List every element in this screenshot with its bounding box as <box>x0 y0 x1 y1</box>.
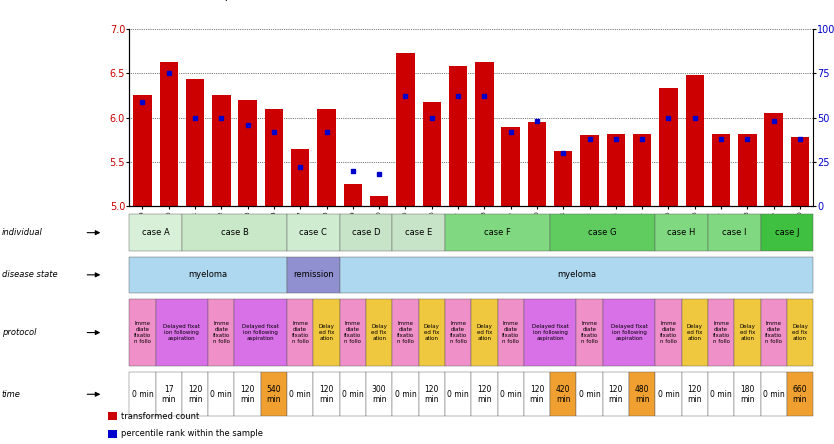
Bar <box>528 122 546 206</box>
Bar <box>370 196 389 206</box>
Text: 120
min: 120 min <box>188 385 203 404</box>
Text: Delayed fixat
ion following
aspiration: Delayed fixat ion following aspiration <box>243 324 279 341</box>
Text: 0 min: 0 min <box>394 390 416 399</box>
Text: Delayed fixat
ion following
aspiration: Delayed fixat ion following aspiration <box>163 324 200 341</box>
Text: Imme
diate
fixatio
n follo: Imme diate fixatio n follo <box>344 321 361 344</box>
Text: 120
min: 120 min <box>240 385 255 404</box>
Text: transformed count: transformed count <box>121 412 199 420</box>
Text: remission: remission <box>293 270 334 279</box>
Text: Delay
ed fix
ation: Delay ed fix ation <box>687 324 703 341</box>
Bar <box>554 151 572 206</box>
Text: Delay
ed fix
ation: Delay ed fix ation <box>740 324 756 341</box>
Bar <box>344 184 362 206</box>
Text: 0 min: 0 min <box>657 390 680 399</box>
Bar <box>501 127 520 206</box>
Text: 0 min: 0 min <box>447 390 469 399</box>
Text: 120
min: 120 min <box>477 385 491 404</box>
Text: Imme
diate
fixatio
n follo: Imme diate fixatio n follo <box>450 321 467 344</box>
Text: 420
min: 420 min <box>556 385 570 404</box>
Bar <box>212 95 230 206</box>
Text: 300
min: 300 min <box>372 385 386 404</box>
Text: case F: case F <box>484 228 511 237</box>
Text: Delay
ed fix
ation: Delay ed fix ation <box>371 324 387 341</box>
Bar <box>791 137 809 206</box>
Text: 180
min: 180 min <box>740 385 755 404</box>
Text: 0 min: 0 min <box>289 390 311 399</box>
Bar <box>475 62 494 206</box>
Text: Imme
diate
fixatio
n follo: Imme diate fixatio n follo <box>292 321 309 344</box>
Text: Delayed fixat
ion following
aspiration: Delayed fixat ion following aspiration <box>610 324 647 341</box>
Bar <box>449 66 467 206</box>
Bar <box>633 134 651 206</box>
Bar <box>606 134 626 206</box>
Text: Delay
ed fix
ation: Delay ed fix ation <box>319 324 334 341</box>
Text: 120
min: 120 min <box>319 385 334 404</box>
Text: protocol: protocol <box>2 328 36 337</box>
Text: GDS4007 / 7911854: GDS4007 / 7911854 <box>171 0 286 2</box>
Text: 120
min: 120 min <box>425 385 439 404</box>
Bar <box>659 88 678 206</box>
Text: 120
min: 120 min <box>687 385 702 404</box>
Text: 0 min: 0 min <box>579 390 600 399</box>
Text: Imme
diate
fixatio
n follo: Imme diate fixatio n follo <box>397 321 414 344</box>
Text: 0 min: 0 min <box>711 390 732 399</box>
Text: Delay
ed fix
ation: Delay ed fix ation <box>476 324 492 341</box>
Text: 17
min: 17 min <box>162 385 176 404</box>
Bar <box>133 95 152 206</box>
Bar <box>239 100 257 206</box>
Text: case E: case E <box>405 228 432 237</box>
Text: Imme
diate
fixatio
n follo: Imme diate fixatio n follo <box>581 321 598 344</box>
Text: myeloma: myeloma <box>557 270 596 279</box>
Text: Delay
ed fix
ation: Delay ed fix ation <box>792 324 808 341</box>
Bar <box>317 109 336 206</box>
Text: case G: case G <box>589 228 617 237</box>
Text: 0 min: 0 min <box>132 390 153 399</box>
Text: individual: individual <box>2 228 43 237</box>
Bar <box>686 75 704 206</box>
Bar <box>396 53 414 206</box>
Text: case D: case D <box>352 228 380 237</box>
Text: 0 min: 0 min <box>210 390 232 399</box>
Text: percentile rank within the sample: percentile rank within the sample <box>121 429 263 438</box>
Bar <box>712 134 731 206</box>
Text: time: time <box>2 390 21 399</box>
Text: case H: case H <box>667 228 696 237</box>
Text: 480
min: 480 min <box>635 385 650 404</box>
Text: 0 min: 0 min <box>763 390 785 399</box>
Bar <box>186 79 204 206</box>
Text: case I: case I <box>722 228 746 237</box>
Text: Delayed fixat
ion following
aspiration: Delayed fixat ion following aspiration <box>532 324 569 341</box>
Text: 0 min: 0 min <box>342 390 364 399</box>
Bar <box>159 62 178 206</box>
Text: case C: case C <box>299 228 327 237</box>
Bar <box>423 102 441 206</box>
Text: Imme
diate
fixatio
n follo: Imme diate fixatio n follo <box>660 321 677 344</box>
Text: case B: case B <box>220 228 249 237</box>
Bar <box>264 109 284 206</box>
Text: Imme
diate
fixatio
n follo: Imme diate fixatio n follo <box>213 321 230 344</box>
Bar <box>738 134 756 206</box>
Bar <box>765 113 783 206</box>
Text: Imme
diate
fixatio
n follo: Imme diate fixatio n follo <box>133 321 151 344</box>
Text: 120
min: 120 min <box>609 385 623 404</box>
Text: case A: case A <box>142 228 169 237</box>
Text: 660
min: 660 min <box>792 385 807 404</box>
Text: 120
min: 120 min <box>530 385 545 404</box>
Text: myeloma: myeloma <box>188 270 228 279</box>
Text: case J: case J <box>775 228 799 237</box>
Text: Delay
ed fix
ation: Delay ed fix ation <box>424 324 440 341</box>
Text: Imme
diate
fixatio
n follo: Imme diate fixatio n follo <box>502 321 520 344</box>
Text: Imme
diate
fixatio
n follo: Imme diate fixatio n follo <box>765 321 782 344</box>
Text: disease state: disease state <box>2 270 58 279</box>
Bar <box>291 149 309 206</box>
Text: 0 min: 0 min <box>500 390 521 399</box>
Text: Imme
diate
fixatio
n follo: Imme diate fixatio n follo <box>712 321 730 344</box>
Bar <box>580 135 599 206</box>
Text: 540
min: 540 min <box>267 385 281 404</box>
